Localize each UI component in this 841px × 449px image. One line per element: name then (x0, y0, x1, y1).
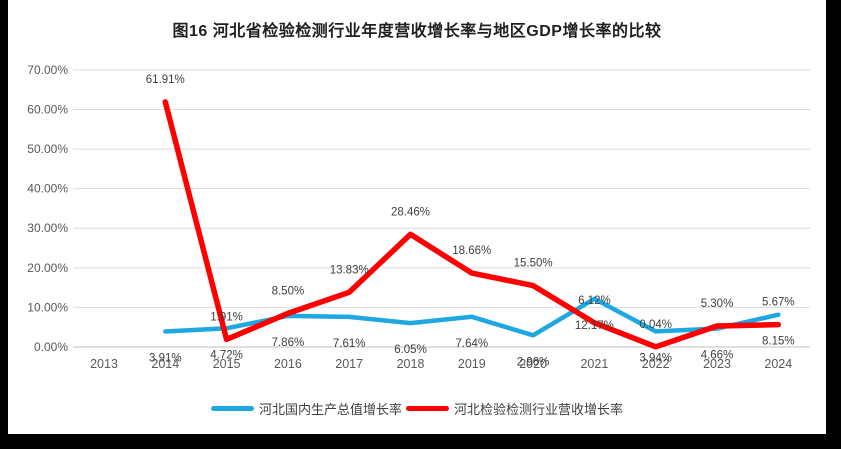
x-tick-label: 2020 (519, 357, 547, 371)
gdp-data-label: 4.72% (210, 349, 243, 361)
y-tick-label: 60.00% (27, 102, 68, 116)
revenue-data-label: 8.50% (272, 285, 305, 297)
x-tick-label: 2015 (213, 357, 241, 371)
gdp-data-label: 3.94% (639, 352, 672, 364)
gdp-data-label: 12.17% (575, 320, 614, 332)
chart-legend: 河北国内生产总值增长率 河北检验检测行业营收增长率 (8, 399, 826, 418)
y-tick-label: 30.00% (27, 221, 68, 235)
x-tick-label: 2023 (703, 357, 731, 371)
gdp-data-label: 8.15% (762, 336, 795, 348)
gdp-data-label: 2.96% (517, 356, 550, 368)
x-tick-label: 2022 (642, 357, 670, 371)
x-tick-label: 2017 (335, 357, 363, 371)
y-tick-label: 70.00% (27, 63, 68, 77)
gdp-data-label: 7.86% (272, 337, 305, 349)
chart-title: 图16 河北省检验检测行业年度营收增长率与地区GDP增长率的比较 (172, 23, 662, 40)
legend-label-gdp: 河北国内生产总值增长率 (258, 402, 402, 417)
gdp-data-label: 4.66% (701, 350, 734, 362)
revenue-growth-line (162, 99, 782, 350)
legend-swatch-gdp-line (210, 406, 254, 411)
legend-label-revenue: 河北检验检测行业营收增长率 (454, 402, 624, 417)
y-tick-label: 20.00% (27, 261, 68, 275)
x-tick-label: 2014 (151, 357, 179, 371)
gdp-data-label: 7.64% (455, 338, 488, 350)
revenue-data-label: 61.91% (146, 74, 185, 86)
revenue-data-label: 0.04% (639, 319, 672, 331)
gdp-data-label: 3.91% (149, 353, 182, 365)
x-tick-label: 2024 (764, 357, 792, 371)
legend-swatch-revenue-line (406, 406, 449, 411)
y-tick-label: 10.00% (27, 300, 68, 314)
x-tick-label: 2018 (397, 357, 425, 371)
gdp-growth-line (163, 296, 781, 338)
x-tick-label: 2016 (274, 357, 302, 371)
x-tick-label: 2021 (580, 357, 608, 371)
revenue-data-label: 5.30% (701, 298, 734, 310)
revenue-data-label: 5.67% (762, 297, 795, 309)
gdp-data-label: 7.61% (333, 338, 366, 350)
y-tick-label: 40.00% (27, 182, 68, 196)
gdp-data-label: 6.05% (394, 344, 427, 356)
revenue-data-label: 28.46% (391, 206, 430, 218)
revenue-data-label: 13.83% (330, 264, 369, 276)
x-tick-label: 2013 (90, 357, 118, 371)
chart-card (8, 0, 826, 434)
revenue-data-label: 15.50% (514, 258, 553, 270)
legend-item-revenue: 河北检验检测行业营收增长率 (406, 399, 623, 418)
x-tick-label: 2019 (458, 357, 486, 371)
y-tick-label: 50.00% (27, 142, 68, 156)
y-tick-label: 0.00% (34, 340, 68, 354)
revenue-data-label: 18.66% (452, 245, 491, 257)
revenue-data-label: 1.91% (210, 311, 243, 323)
revenue-data-label: 6.12% (578, 295, 611, 307)
legend-item-gdp: 河北国内生产总值增长率 (210, 399, 402, 418)
